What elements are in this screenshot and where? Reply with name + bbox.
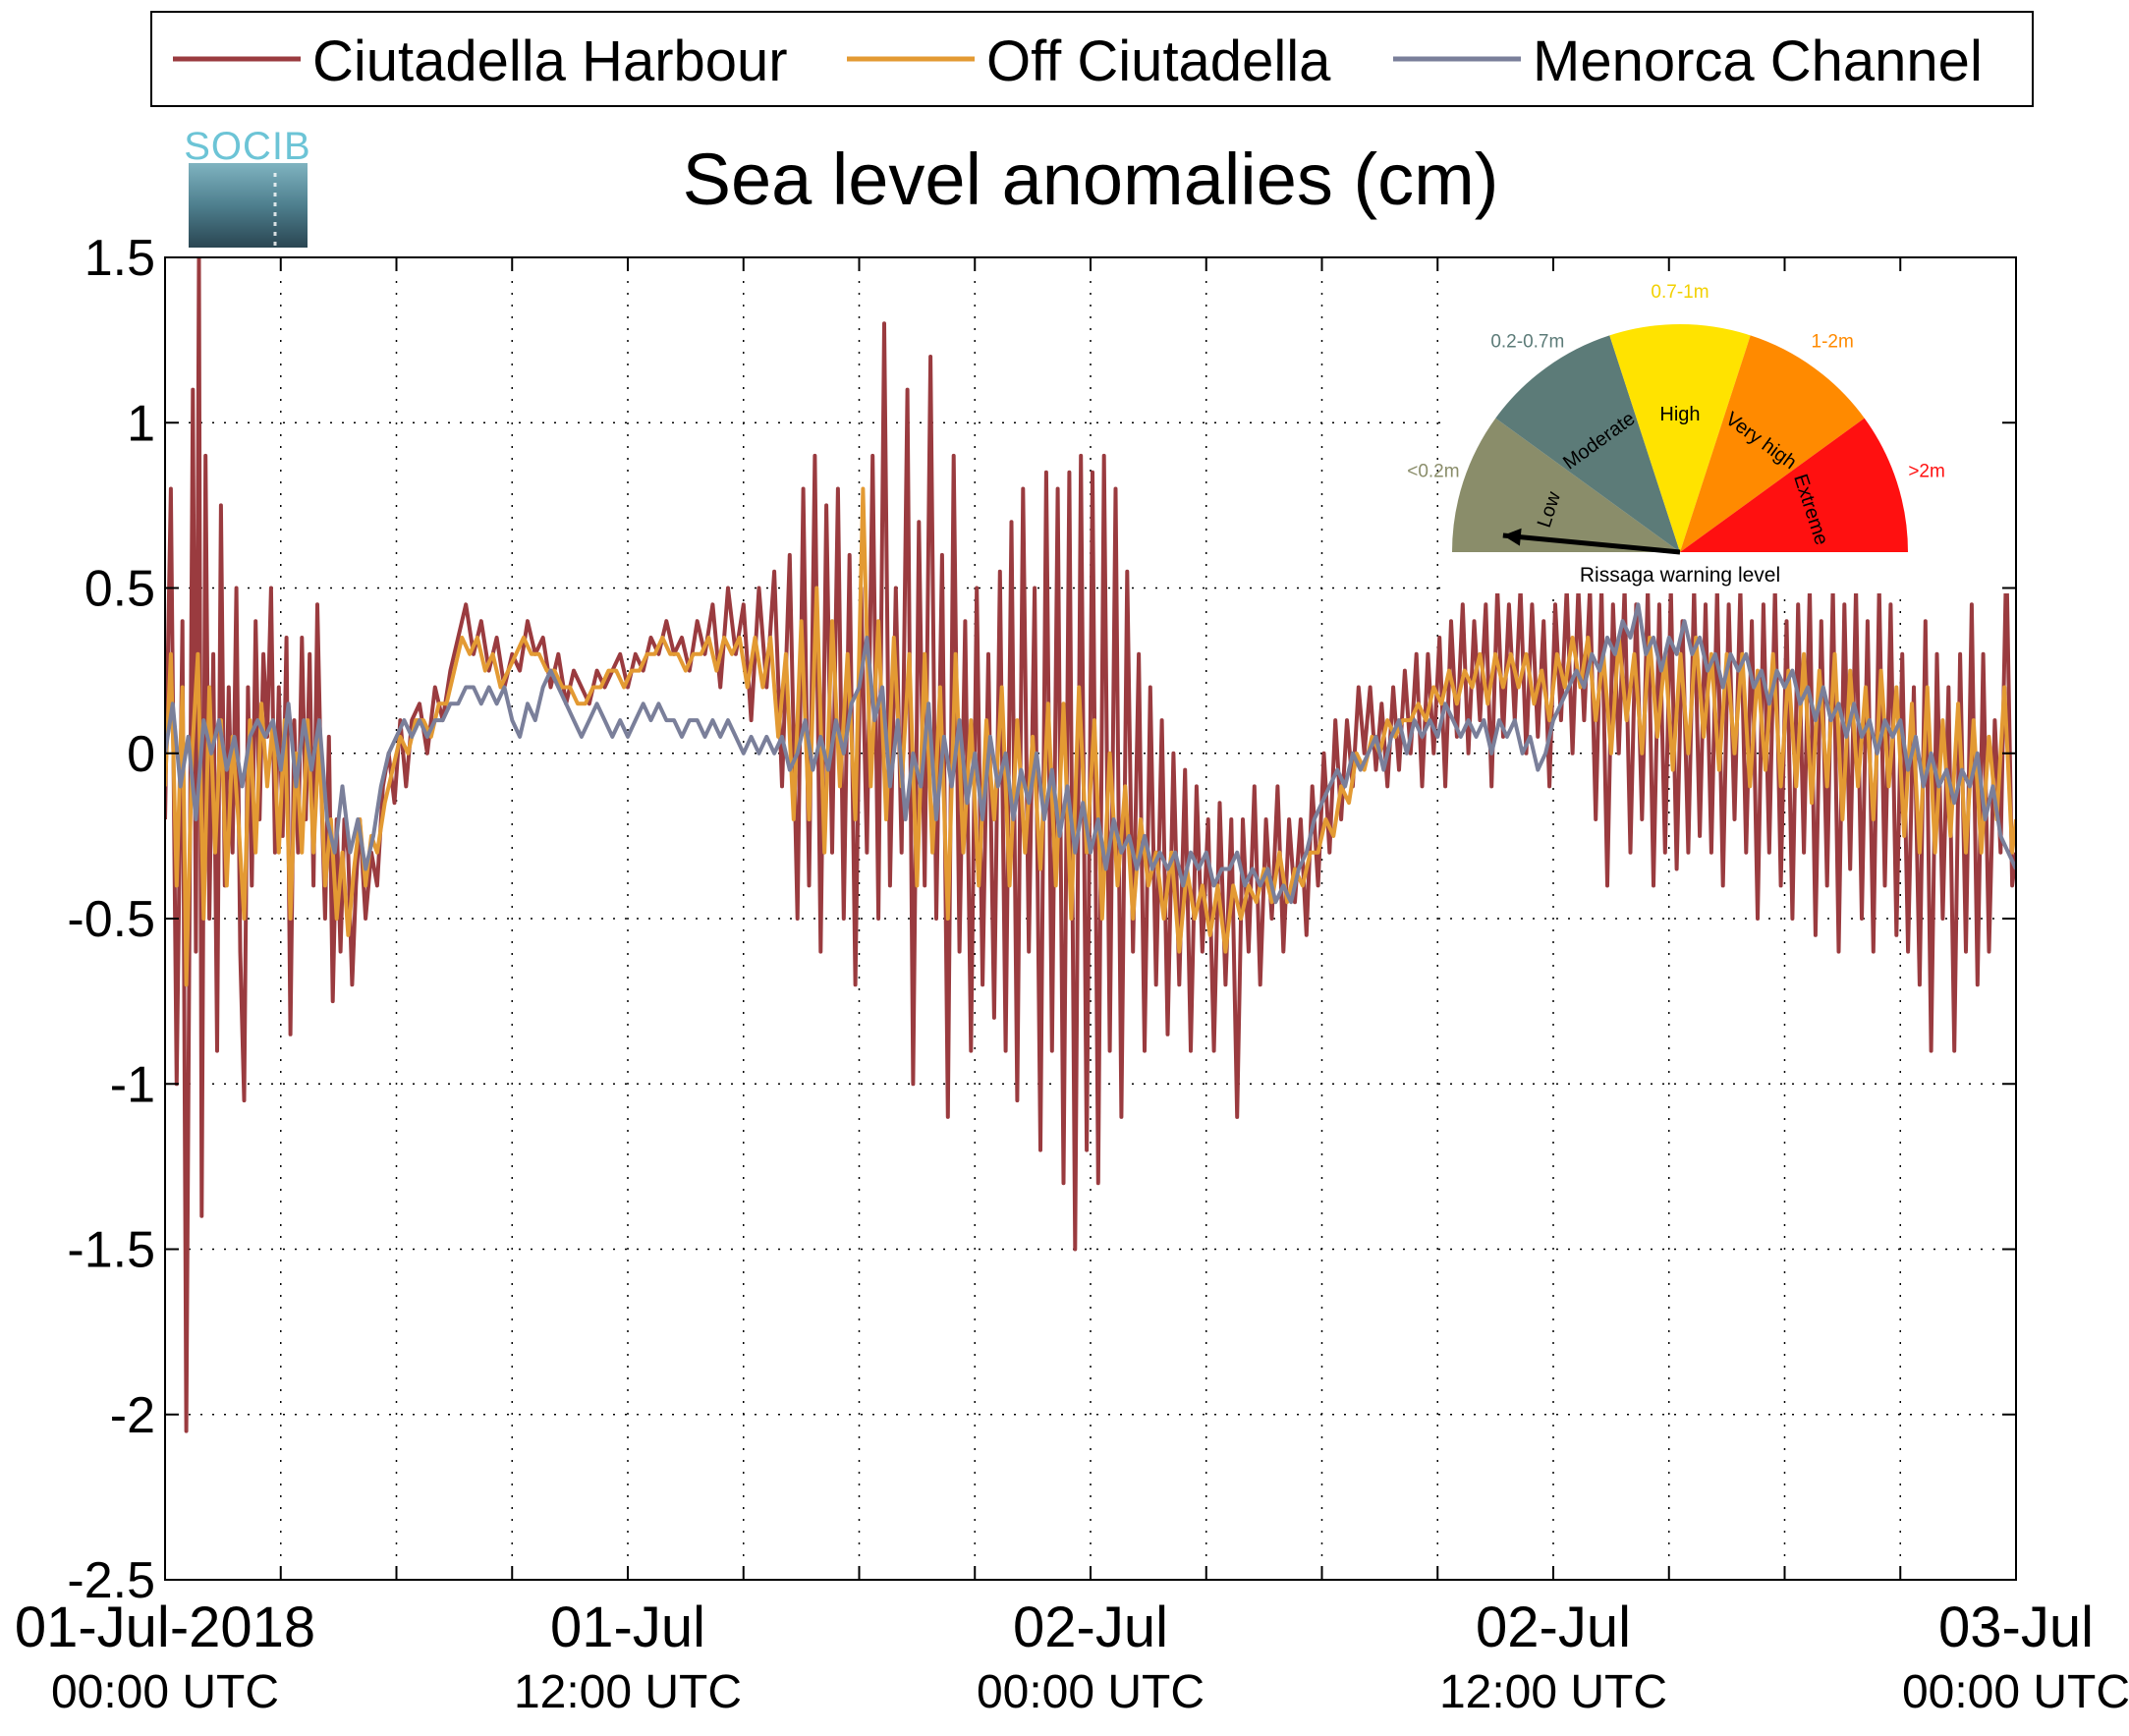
x-tick-label-time: 12:00 UTC [514,1666,742,1718]
x-tick-label-time: 12:00 UTC [1439,1666,1667,1718]
gauge-segment-very-high [1680,335,1865,552]
y-tick-label: -1.5 [67,1222,155,1279]
gauge-title: Rissaga warning level [1580,564,1780,587]
chart-title: Sea level anomalies (cm) [683,139,1499,220]
gauge-segment-extreme [1680,418,1909,552]
gauge-segment-high [1609,324,1751,552]
gauge-segment-low [1452,418,1680,552]
legend: Ciutadella Harbour Off Ciutadella Menorc… [150,11,2034,107]
series-layer [165,257,2016,1433]
series-line-menorca-channel [165,602,2016,905]
socib-logo-text: SOCIB [184,125,310,168]
y-tick-label: 1.5 [84,230,155,287]
legend-label-menorca-channel: Menorca Channel [1533,29,1983,93]
legend-box [150,11,2034,107]
gauge-needle [1502,532,1681,555]
legend-label-off-ciutadella: Off Ciutadella [986,29,1331,93]
x-tick-label-date: 01-Jul [550,1596,705,1659]
y-tick-label: 0 [127,726,155,783]
x-tick-label-date: 02-Jul [1013,1596,1168,1659]
y-tick-label: 0.5 [84,561,155,618]
gauge-range-label: 0.7-1m [1651,282,1709,303]
x-tick-label-time: 00:00 UTC [1902,1666,2129,1718]
y-tick-label: -2 [110,1387,155,1444]
gauge-segment-label: High [1659,404,1700,425]
x-tick-label-date: 01-Jul-2018 [15,1596,315,1659]
y-tick-label: -1 [110,1056,155,1113]
gauge-range-label: 0.2-0.7m [1490,331,1564,352]
x-tick-label-time: 00:00 UTC [977,1666,1205,1718]
gauge-segment-moderate [1495,335,1680,552]
gauge-needle-head [1502,528,1522,546]
gauge-range-label: >2m [1908,461,1945,481]
x-tick-label-date: 02-Jul [1476,1596,1631,1659]
y-tick-label: -2.5 [67,1552,155,1609]
y-tick-label: 1 [127,395,155,452]
axes: 1.5 1 0.5 0 -0.5 -1 -1.5 -2 -2.501-Jul-2018 00:00… [15,230,2129,1718]
socib-logo: SOCIB [184,125,310,248]
x-tick-label-time: 00:00 UTC [51,1666,279,1718]
socib-logo-graphic [189,163,308,248]
x-tick-label-date: 03-Jul [1938,1596,2094,1659]
legend-label-ciutadella-harbour: Ciutadella Harbour [312,29,788,93]
y-tick-label: -0.5 [67,891,155,948]
grid [165,257,2016,1580]
gauge-range-label: <0.2m [1407,461,1459,481]
gauge-range-label: 1-2m [1812,331,1854,352]
